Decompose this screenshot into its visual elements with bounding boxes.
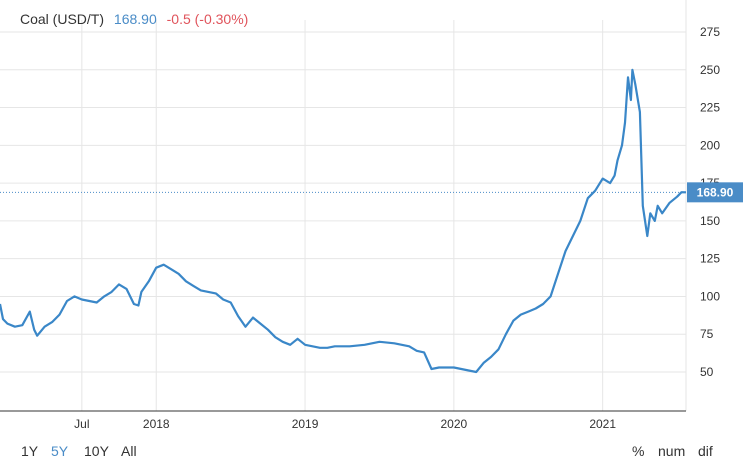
y-tick-label: 150 <box>700 214 720 228</box>
legend-last-price: 168.90 <box>113 11 157 27</box>
mode-dif-button[interactable]: dif <box>698 443 713 459</box>
grid-lines <box>0 0 687 411</box>
x-axis-ticks: Jul 2018 2019 2020 2021 <box>74 417 616 431</box>
coal-price-series-line <box>0 68 687 374</box>
y-axis-ticks: 5075100125150175200225250275 <box>700 25 720 379</box>
range-5y-button[interactable]: 5Y <box>51 443 69 459</box>
chart-legend: Coal (USD/T) 168.90 -0.5 (-0.30%) <box>20 11 248 27</box>
range-10y-button[interactable]: 10Y <box>84 443 109 459</box>
y-tick-label: 275 <box>700 25 720 39</box>
legend-price-change: -0.5 (-0.30%) <box>166 11 249 27</box>
mode-num-button[interactable]: num <box>658 443 686 459</box>
x-tick-label: 2018 <box>143 417 170 431</box>
last-price-tag-label: 168.90 <box>697 185 734 199</box>
y-tick-label: 125 <box>700 252 720 266</box>
x-tick-label: 2020 <box>441 417 468 431</box>
y-tick-label: 100 <box>700 289 720 303</box>
x-tick-label: 2021 <box>589 417 616 431</box>
x-tick-label: 2019 <box>292 417 319 431</box>
y-tick-label: 225 <box>700 101 720 115</box>
y-tick-label: 250 <box>700 63 720 77</box>
x-tick-label: Jul <box>74 417 89 431</box>
y-tick-label: 75 <box>700 327 714 341</box>
y-tick-label: 50 <box>700 365 714 379</box>
mode-percent-button[interactable]: % <box>632 443 645 459</box>
range-1y-button[interactable]: 1Y <box>21 443 39 459</box>
last-price-tag-box <box>687 182 743 203</box>
range-all-button[interactable]: All <box>121 443 137 459</box>
last-price-tag: 168.90 <box>687 182 743 203</box>
y-tick-label: 200 <box>700 138 720 152</box>
range-selector: 1Y 5Y 10Y All % num dif <box>0 443 750 463</box>
legend-commodity-name: Coal (USD/T) <box>20 11 105 27</box>
